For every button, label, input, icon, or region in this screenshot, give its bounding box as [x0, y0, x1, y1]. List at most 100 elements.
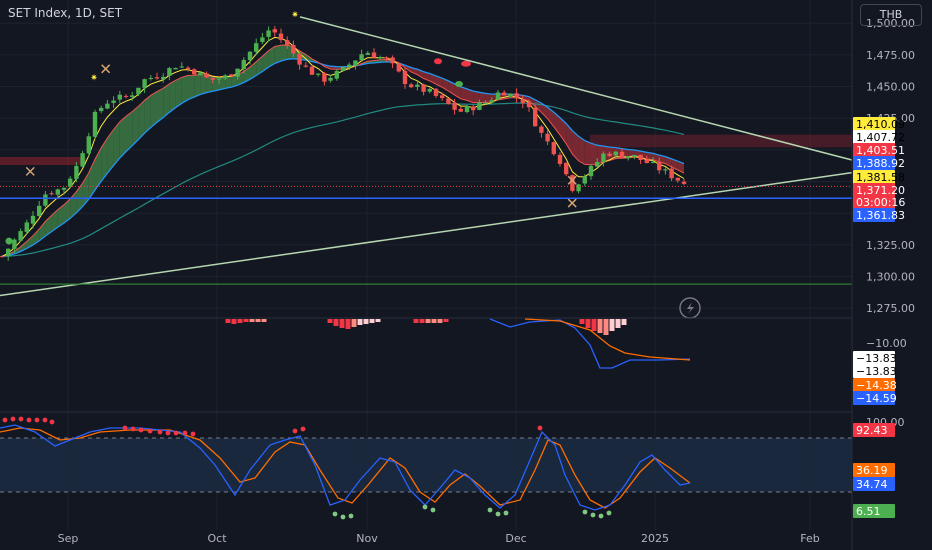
macd-histogram-bar — [431, 319, 437, 323]
macd-histogram-bar — [369, 319, 375, 323]
macd-histogram-bar — [327, 319, 333, 323]
candle-body — [6, 248, 11, 257]
price-tick-label: 1,300.00 — [866, 271, 915, 284]
price-tick-label: 1,325.00 — [866, 239, 915, 252]
time-tick-label: Oct — [207, 532, 227, 545]
cloud-segment — [57, 204, 64, 228]
price-label-badge — [853, 183, 895, 197]
candle-body — [576, 184, 581, 192]
macd-histogram-bar — [261, 319, 267, 322]
candle-body — [12, 239, 17, 249]
macd-histogram-bar — [351, 319, 357, 327]
candle-body — [446, 98, 451, 104]
candle-body — [489, 100, 494, 103]
cloud-segment — [33, 229, 40, 245]
stochastic-oversold-dot — [503, 510, 509, 516]
stochastic-overbought-dot — [182, 430, 188, 436]
macd-signal-line — [524, 318, 691, 361]
candle-body — [86, 136, 91, 154]
macd-histogram-bar — [443, 319, 449, 322]
candle-body — [247, 51, 253, 61]
macd-histogram-bar — [225, 319, 231, 323]
stochastic-oversold-dot — [487, 507, 493, 513]
candle-body — [440, 95, 445, 99]
candle-body — [353, 60, 358, 66]
stochastic-value-label-badge — [853, 423, 895, 437]
candle-body — [55, 189, 60, 195]
candle-body — [80, 153, 85, 167]
candle-body — [409, 84, 414, 88]
cross-marker — [25, 166, 35, 176]
left-resistance-zone — [0, 157, 86, 166]
cross-marker — [101, 64, 111, 74]
cloud-segment — [473, 91, 480, 103]
candle-body — [340, 66, 346, 71]
chart-title[interactable]: SET Index, 1D, SET — [8, 6, 123, 20]
candle-body — [229, 74, 234, 77]
candle-body — [154, 77, 160, 79]
stochastic-oversold-dot — [582, 509, 588, 515]
candle-body — [260, 37, 265, 43]
signal-dot — [455, 81, 463, 87]
macd-value-label: −13.83 — [856, 352, 897, 365]
candle-body — [49, 193, 54, 195]
candle-body — [390, 57, 395, 64]
ema-200-line — [1, 102, 685, 257]
stochastic-oversold-dot — [598, 513, 604, 519]
stochastic-value-label-badge — [853, 463, 895, 477]
price-label-badge — [853, 143, 895, 157]
cloud-segment — [541, 103, 548, 119]
cloud-segment — [39, 221, 46, 241]
currency-button[interactable]: THB — [860, 4, 922, 26]
cloud-segment — [677, 161, 684, 174]
cloud-segment — [256, 56, 263, 76]
macd-histogram-bar — [437, 319, 443, 323]
time-axis[interactable]: Sep Oct Nov Dec 2025 Feb — [58, 532, 820, 545]
candle-body — [241, 59, 246, 69]
candle-body — [657, 162, 662, 171]
candle-body — [378, 57, 383, 59]
macd-histogram-bar — [621, 319, 627, 325]
cloud-segment — [51, 209, 58, 232]
candle-body — [272, 29, 277, 33]
macd-histogram-bar — [339, 319, 345, 328]
candle-body — [415, 84, 420, 87]
candle-body — [595, 161, 600, 167]
candle-body — [192, 69, 197, 75]
cloud-segment — [101, 137, 108, 182]
candle-body — [136, 87, 141, 95]
signal-dot — [461, 60, 471, 67]
candle-body — [626, 156, 631, 159]
price-label: 1,410.09 — [856, 118, 905, 131]
stochastic-value-label: 34.74 — [856, 478, 888, 491]
cloud-segment — [157, 88, 164, 123]
candle-body — [210, 77, 215, 80]
macd-histogram-bar — [425, 319, 431, 323]
cloud-segment — [14, 246, 21, 254]
price-label-badge — [853, 208, 895, 222]
candle-body — [254, 43, 259, 52]
candle-body — [117, 94, 122, 100]
stochastic-oversold-dot — [606, 510, 612, 516]
cloud-segment — [150, 91, 157, 128]
candle-body — [520, 99, 525, 104]
stochastic-oversold-dot — [340, 514, 346, 520]
cloud-segment — [281, 45, 288, 62]
candle-body — [334, 70, 339, 79]
cloud-segment — [572, 130, 579, 161]
cloud-segment — [578, 136, 585, 165]
resistance-zone — [590, 134, 852, 148]
signal-markers: ✷✷ — [5, 10, 577, 245]
price-axis[interactable]: 1,500.001,475.001,450.001,425.001,325.00… — [866, 17, 915, 429]
stochastic-overbought-dot — [537, 425, 543, 431]
candle-body — [384, 57, 389, 59]
macd-histogram-bar — [255, 319, 261, 322]
macd-histogram-bar — [615, 319, 621, 328]
macd-histogram-bar — [363, 319, 369, 324]
stochastic-oversold-dot — [332, 511, 338, 517]
cloud-segment — [268, 46, 275, 68]
macd-value-label-badge — [853, 378, 895, 392]
candle-body — [464, 106, 470, 113]
cloud-segment — [547, 107, 554, 127]
